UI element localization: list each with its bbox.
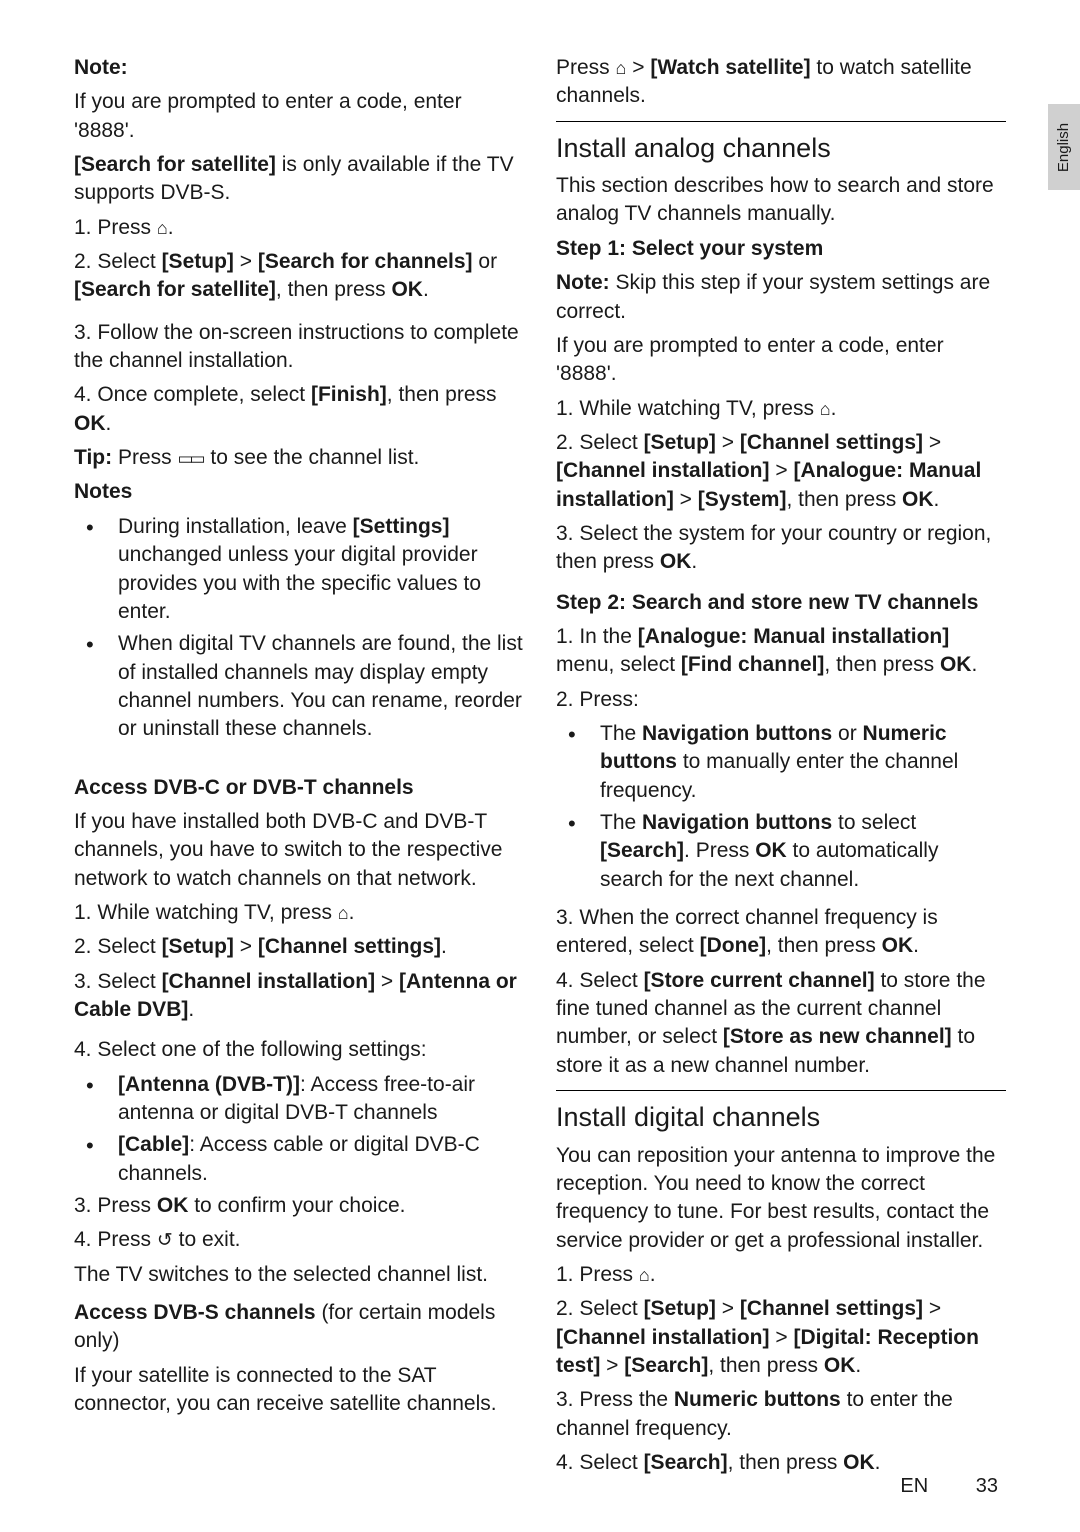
ac-step3: 3. Select [Channel installation] > [Ante… bbox=[74, 968, 524, 1025]
language-tab-text: English bbox=[1056, 122, 1073, 171]
analog-3: 3. Select the system for your country or… bbox=[556, 520, 1006, 577]
access-body: If you have installed both DVB-C and DVB… bbox=[74, 808, 524, 893]
sat-body: If your satellite is connected to the SA… bbox=[74, 1362, 524, 1419]
left-column: Note: If you are prompted to enter a cod… bbox=[74, 54, 524, 1483]
ac-step2: 2. Select [Setup] > [Channel settings]. bbox=[74, 933, 524, 961]
step1: 1. Press ⌂. bbox=[74, 214, 524, 242]
step1-code: If you are prompted to enter a code, ent… bbox=[556, 332, 1006, 389]
notes-head: Notes bbox=[74, 478, 524, 506]
language-tab: English bbox=[1048, 104, 1080, 190]
list-icon: ▭▭ bbox=[177, 448, 201, 471]
list-item: The Navigation buttons or Numeric button… bbox=[556, 720, 1006, 805]
home-icon: ⌂ bbox=[639, 1263, 650, 1287]
ac-step1: 1. While watching TV, press ⌂. bbox=[74, 899, 524, 927]
s2-3: 3. When the correct channel frequency is… bbox=[556, 904, 1006, 961]
heading-analog: Install analog channels bbox=[556, 121, 1006, 166]
ac-step5: 3. Press OK to confirm your choice. bbox=[74, 1192, 524, 1220]
page: English Note: If you are prompted to ent… bbox=[0, 0, 1080, 1532]
sat-head: Access DVB-S channels (for certain model… bbox=[74, 1299, 524, 1356]
s2-4: 4. Select [Store current channel] to sto… bbox=[556, 967, 1006, 1080]
footer-lang: EN bbox=[900, 1475, 928, 1497]
step2: 2. Select [Setup] > [Search for channels… bbox=[74, 248, 524, 305]
note-sat: [Search for satellite] is only available… bbox=[74, 151, 524, 208]
dig-4: 4. Select [Search], then press OK. bbox=[556, 1449, 1006, 1477]
back-icon: ↺ bbox=[157, 1228, 173, 1254]
columns: Note: If you are prompted to enter a cod… bbox=[74, 54, 1006, 1483]
note-body: If you are prompted to enter a code, ent… bbox=[74, 88, 524, 145]
home-icon: ⌂ bbox=[820, 397, 831, 421]
step2-head: Step 2: Search and store new TV channels bbox=[556, 589, 1006, 617]
list-item: During installation, leave [Settings] un… bbox=[74, 513, 524, 626]
ac-step4: 4. Select one of the following settings: bbox=[74, 1036, 524, 1064]
ac-note: The TV switches to the selected channel … bbox=[74, 1261, 524, 1289]
access-head: Access DVB-C or DVB-T channels bbox=[74, 774, 524, 802]
s2-1: 1. In the [Analogue: Manual installation… bbox=[556, 623, 1006, 680]
notes-list: During installation, leave [Settings] un… bbox=[74, 513, 524, 744]
footer-page: 33 bbox=[976, 1475, 998, 1497]
list-item: When digital TV channels are found, the … bbox=[74, 630, 524, 743]
ac-step6: 4. Press ↺ to exit. bbox=[74, 1226, 524, 1254]
dig-1: 1. Press ⌂. bbox=[556, 1261, 1006, 1289]
home-icon: ⌂ bbox=[338, 901, 349, 925]
list-item: [Cable]: Access cable or digital DVB-C c… bbox=[74, 1131, 524, 1188]
heading-digital: Install digital channels bbox=[556, 1090, 1006, 1135]
list-item: The Navigation buttons to select [Search… bbox=[556, 809, 1006, 894]
dig-3: 3. Press the Numeric buttons to enter th… bbox=[556, 1386, 1006, 1443]
right-column: Press ⌂ > [Watch satellite] to watch sat… bbox=[556, 54, 1006, 1483]
step1-note: Note: Skip this step if your system sett… bbox=[556, 269, 1006, 326]
s2-2: 2. Press: bbox=[556, 686, 1006, 714]
options-list: [Antenna (DVB-T)]: Access free-to-air an… bbox=[74, 1071, 524, 1188]
step1-head: Step 1: Select your system bbox=[556, 235, 1006, 263]
watch-sat: Press ⌂ > [Watch satellite] to watch sat… bbox=[556, 54, 1006, 111]
analog-2: 2. Select [Setup] > [Channel settings] >… bbox=[556, 429, 1006, 514]
home-icon: ⌂ bbox=[157, 216, 168, 240]
analog-1: 1. While watching TV, press ⌂. bbox=[556, 395, 1006, 423]
digital-intro: You can reposition your antenna to impro… bbox=[556, 1142, 1006, 1255]
tip: Tip: Press ▭▭ to see the channel list. bbox=[74, 444, 524, 472]
press-list: The Navigation buttons or Numeric button… bbox=[556, 720, 1006, 894]
note-head: Note: bbox=[74, 54, 524, 82]
list-item: [Antenna (DVB-T)]: Access free-to-air an… bbox=[74, 1071, 524, 1128]
analog-intro: This section describes how to search and… bbox=[556, 172, 1006, 229]
step4: 4. Once complete, select [Finish], then … bbox=[74, 381, 524, 438]
dig-2: 2. Select [Setup] > [Channel settings] >… bbox=[556, 1295, 1006, 1380]
step3: 3. Follow the on-screen instructions to … bbox=[74, 319, 524, 376]
home-icon: ⌂ bbox=[616, 56, 627, 80]
footer: EN 33 bbox=[900, 1475, 998, 1498]
